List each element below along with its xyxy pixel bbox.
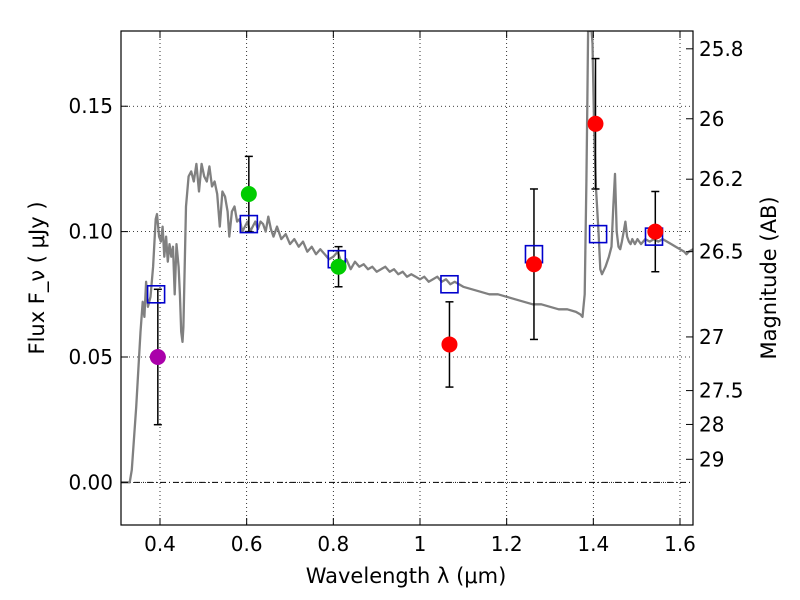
y-axis-label: Flux F_ν ( μJy ) [25,201,50,354]
model-photometry-square [239,214,259,234]
y-right-tick-label: 27 [699,325,724,349]
y-right-tick-label: 29 [699,447,724,471]
model-photometry-square [440,274,459,294]
x-tick-label: 0.6 [231,532,263,556]
y-tick-label: 0.15 [68,94,113,118]
x-tick-label: 1.2 [491,532,523,556]
observed-flux-point [525,256,542,273]
y-right-tick-label: 27.5 [699,379,744,403]
observed-flux-point [240,185,257,202]
observed-flux-point [149,348,166,365]
y-axis-right-label: Magnitude (AB) [757,196,781,359]
x-tick-label: 0.4 [144,532,176,556]
x-tick-label: 1 [414,532,427,556]
y-right-tick-label: 26 [699,107,724,131]
x-tick-label: 1.4 [577,532,609,556]
y-tick-label: 0.05 [68,345,113,369]
observed-flux-point [587,115,604,132]
y-right-tick-label: 25.8 [699,37,744,61]
y-right-tick-label: 26.5 [699,240,744,264]
model-photometry-square [588,224,608,244]
axis-ticks: 0.4 0.6 0.8 1 1.2 1.4 1.6 0.00 0.05 0.10 0.15 25.8 2… [68,31,744,556]
y-tick-label: 0.00 [68,470,113,494]
observed-flux-point [647,223,664,240]
y-tick-label: 0.10 [68,220,113,244]
observed-photometry-markers [149,115,664,365]
model-photometry-square [146,284,166,304]
model-sed-line [121,31,693,484]
observed-flux-point [330,258,347,275]
y-right-tick-label: 26.2 [699,167,744,191]
x-axis-label: Wavelength λ (μm) [306,564,507,588]
x-tick-label: 0.8 [317,532,349,556]
x-tick-label: 1.6 [664,532,696,556]
plot-frame [120,30,694,526]
y-right-tick-label: 28 [699,412,724,436]
observed-flux-point [441,336,458,353]
